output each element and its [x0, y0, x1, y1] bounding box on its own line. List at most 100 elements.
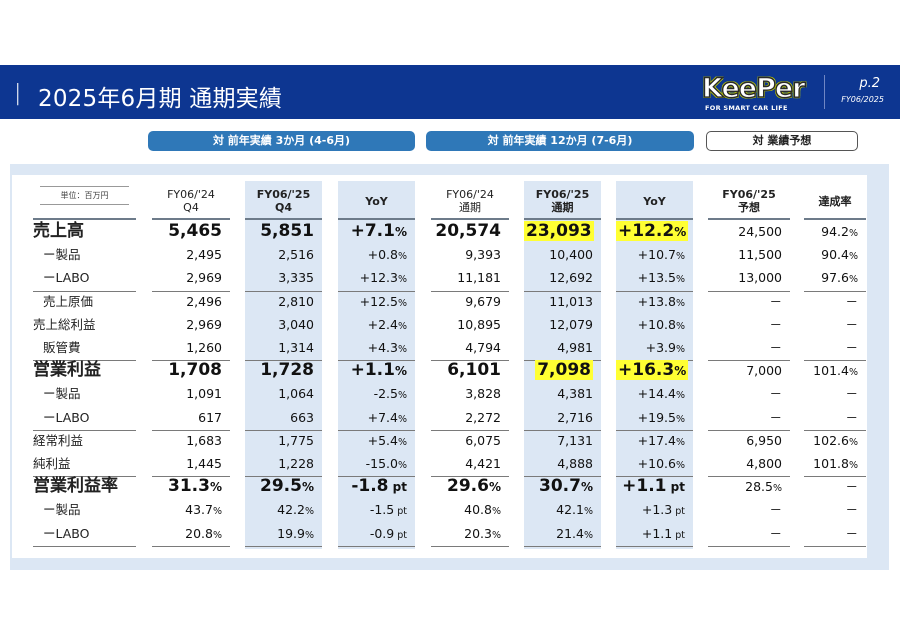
column-header: FY06/'24 Q4 [167, 188, 215, 214]
table-cell: 30.7% [539, 476, 593, 497]
table-cell: 6,101 [447, 360, 501, 381]
row-label: ーLABO [43, 525, 90, 541]
row-label: ーLABO [43, 270, 90, 286]
divider [152, 545, 230, 547]
table-cell: +12.2% [616, 221, 689, 241]
table-cell: － [845, 293, 858, 309]
table-cell: 101.4% [813, 363, 858, 379]
table-cell: － [845, 409, 858, 425]
table-cell: 10,400 [549, 247, 593, 263]
table-cell: 20.8% [185, 525, 222, 541]
table-cell: － [769, 386, 782, 402]
table-sheet [12, 175, 867, 558]
divider [245, 476, 322, 478]
table-cell: 4,421 [465, 456, 501, 471]
table-cell: 4,381 [557, 386, 593, 402]
table-cell: +10.7% [637, 247, 685, 263]
divider [338, 360, 415, 362]
divider [152, 360, 230, 362]
column-header: 達成率 [818, 195, 852, 208]
keeper-logo: KeePer FOR SMART CAR LIFE [700, 72, 820, 113]
table-cell: － [769, 340, 782, 355]
table-cell: 101.8% [813, 456, 858, 471]
table-cell: － [845, 479, 858, 495]
divider [152, 476, 230, 478]
divider [338, 429, 415, 431]
table-cell: 5,465 [168, 221, 222, 241]
table-cell: +4.3% [367, 340, 407, 355]
table-cell: +1.1 pt [641, 525, 685, 541]
divider [152, 429, 230, 431]
pill-q4-vs-prior: 対 前年実績 3か月 (4-6月) [148, 131, 415, 151]
unit-label: 単位：百万円 [60, 191, 109, 200]
table-cell: 9,679 [465, 293, 501, 309]
table-cell: -0.9 pt [369, 525, 407, 541]
table-cell: +19.5% [637, 409, 685, 425]
page-header: | 2025年6月期 通期実績 KeePer FOR SMART CAR LIF… [0, 65, 900, 119]
divider [524, 545, 601, 547]
table-cell: 12,079 [549, 316, 593, 332]
table-cell: +10.6% [637, 456, 685, 471]
table-cell: 9,393 [465, 247, 501, 263]
divider [524, 218, 601, 220]
table-cell: 1,683 [186, 432, 222, 448]
column-shade [338, 181, 415, 549]
table-cell: 29.6% [447, 476, 501, 497]
divider [431, 290, 509, 292]
table-cell: 7,000 [746, 363, 782, 379]
table-cell: 97.6% [821, 270, 858, 286]
table-cell: 90.4% [821, 247, 858, 263]
column-header: YoY [365, 195, 388, 208]
table-cell: +12.5% [359, 293, 407, 309]
table-cell: +3.9% [645, 340, 685, 355]
table-cell: -1.5 pt [369, 502, 407, 518]
divider [616, 545, 693, 547]
table-cell: +5.4% [367, 432, 407, 448]
divider [708, 360, 790, 362]
divider [524, 290, 601, 292]
table-cell: +10.8% [637, 316, 685, 332]
table-cell: 1,314 [278, 340, 314, 355]
fiscal-label: FY06/2025 [841, 95, 884, 104]
table-cell: -1.8 pt [351, 476, 407, 497]
divider [708, 290, 790, 292]
table-cell: 5,851 [260, 221, 314, 241]
divider [708, 218, 790, 220]
row-label: ー製品 [43, 247, 81, 263]
table-cell: － [769, 502, 782, 518]
table-cell: +1.1 pt [622, 476, 685, 497]
divider [40, 186, 129, 187]
row-label: 営業利益率 [33, 476, 118, 497]
divider [431, 429, 509, 431]
row-label: ー製品 [43, 502, 81, 518]
table-cell: +1.3 pt [641, 502, 685, 518]
table-cell: 11,181 [457, 270, 501, 286]
table-cell: 1,708 [168, 360, 222, 381]
divider [338, 476, 415, 478]
row-label: ーLABO [43, 409, 90, 425]
title-bar-mark: | [14, 81, 22, 106]
column-header: FY06/'25 通期 [535, 188, 590, 214]
table-cell: 2,496 [186, 293, 222, 309]
row-label: 売上総利益 [33, 316, 96, 332]
table-cell: +2.4% [367, 316, 407, 332]
divider [338, 545, 415, 547]
divider [524, 476, 601, 478]
table-cell: － [769, 409, 782, 425]
column-header: FY06/'24 通期 [446, 188, 494, 214]
table-cell: － [845, 525, 858, 541]
divider [40, 204, 129, 205]
table-cell: 3,828 [465, 386, 501, 402]
divider [33, 360, 136, 362]
table-cell: 11,013 [549, 293, 593, 309]
table-cell: +17.4% [637, 432, 685, 448]
divider [33, 476, 136, 478]
divider [708, 545, 790, 547]
logo-wordmark: KeePer [701, 72, 806, 104]
table-cell: 1,091 [186, 386, 222, 402]
row-label: 売上原価 [43, 293, 94, 309]
table-cell: 23,093 [524, 221, 594, 241]
table-cell: 24,500 [738, 224, 782, 239]
table-cell: 1,775 [278, 432, 314, 448]
divider [804, 218, 866, 220]
